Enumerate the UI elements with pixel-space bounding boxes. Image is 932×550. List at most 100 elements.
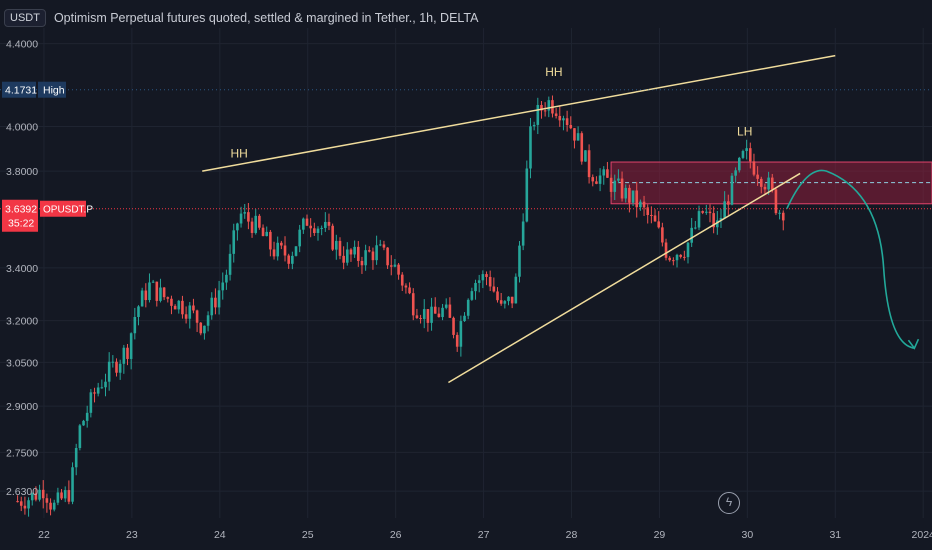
candle-body: [455, 334, 459, 347]
candle-body: [206, 315, 210, 326]
candle-body: [573, 128, 576, 141]
ticker-box: [40, 200, 86, 217]
candle-body: [63, 490, 67, 499]
candle-body: [529, 126, 532, 169]
high-price-box: [2, 81, 36, 98]
candle-body: [694, 227, 697, 229]
candle-body: [89, 392, 93, 413]
high-price-value: 4.1731: [5, 85, 37, 97]
candle-body: [734, 170, 737, 176]
candle-body: [411, 293, 415, 316]
candle-body: [85, 412, 89, 421]
candle-body: [477, 280, 481, 283]
flash-icon[interactable]: ϟ: [718, 492, 740, 514]
candle-body: [756, 174, 759, 179]
candle-body: [620, 178, 624, 199]
axes: 4.4000 4.0000 3.8000 3.4000 3.2000 3.0500 2.90…: [2, 39, 932, 541]
candle-body: [624, 187, 628, 199]
candle-body: [664, 242, 668, 258]
candle-body: [338, 240, 342, 256]
candle-body: [514, 276, 518, 304]
candle-body: [195, 310, 199, 323]
x-tick-label: 28: [566, 529, 578, 541]
candle-body: [422, 309, 426, 319]
candle-body: [675, 254, 679, 261]
candle-body: [210, 297, 214, 316]
x-tick-label: 2024: [912, 529, 932, 541]
candle-body: [496, 291, 499, 301]
candle-body: [540, 104, 543, 111]
candle-body: [554, 113, 558, 116]
candle-body: [188, 305, 192, 319]
candle-body: [591, 177, 595, 182]
annotation-hh: HH: [545, 65, 562, 79]
candle-body: [27, 500, 30, 509]
candle-body: [67, 490, 71, 502]
x-tick-label: 24: [214, 529, 226, 541]
candle-body: [217, 290, 221, 308]
candle-body: [690, 227, 693, 243]
candle-body: [521, 221, 525, 246]
candle-body: [133, 317, 137, 334]
candle-body: [470, 291, 474, 300]
candle-body: [353, 246, 356, 255]
candle-body: [335, 240, 338, 250]
candle-body: [525, 168, 529, 222]
candle-body: [543, 110, 547, 112]
candle-body: [503, 301, 507, 304]
candle-body: [650, 215, 653, 217]
candle-body: [389, 265, 393, 267]
candle-body: [49, 502, 52, 510]
candle-body: [661, 227, 664, 243]
candle-body: [415, 315, 419, 319]
candle-body: [294, 246, 298, 256]
candle-body: [184, 314, 188, 319]
candle-body: [774, 189, 778, 214]
candle-body: [313, 228, 316, 233]
candle-body: [518, 245, 521, 277]
candle-body: [393, 264, 397, 267]
symbol-title: Optimism Perpetual futures quoted, settl…: [53, 11, 479, 25]
candle-body: [269, 231, 272, 250]
candle-body: [763, 186, 767, 190]
candle-body: [203, 325, 206, 334]
candle-body: [433, 306, 437, 314]
candle-body: [737, 157, 741, 171]
countdown-value: 35:22: [8, 218, 34, 230]
candle-body: [331, 225, 334, 250]
candle-body: [730, 175, 734, 205]
candle-body: [617, 178, 620, 181]
candle-body: [243, 212, 247, 214]
candle-body: [459, 321, 463, 347]
candle-body: [386, 247, 389, 266]
candle-body: [38, 489, 41, 500]
candle-body: [628, 187, 631, 203]
candle-body: [302, 218, 305, 230]
candle-body: [34, 493, 38, 500]
candle-body: [298, 229, 301, 247]
candle-body: [16, 501, 19, 503]
candle-body: [137, 306, 140, 318]
candle-body: [727, 201, 730, 205]
y-tick-label: 3.0500: [6, 357, 38, 369]
candle-body: [364, 250, 367, 266]
candle-body: [646, 207, 650, 216]
currency-badge[interactable]: USDT: [4, 9, 46, 27]
candle-body: [115, 361, 118, 373]
candle-body: [93, 392, 96, 394]
candle-body: [752, 161, 756, 175]
candle-body: [466, 299, 470, 316]
candle-body: [719, 217, 723, 221]
candle-body: [199, 322, 203, 334]
candle-body: [356, 246, 360, 261]
candle-body: [272, 249, 276, 257]
candle-body: [254, 215, 258, 233]
candle-body: [265, 231, 269, 237]
candle-body: [679, 254, 682, 257]
candle-body: [485, 274, 488, 277]
candle-body: [598, 175, 602, 184]
candle-body: [606, 169, 609, 178]
candle-body: [283, 245, 287, 256]
candle-body: [173, 305, 177, 310]
